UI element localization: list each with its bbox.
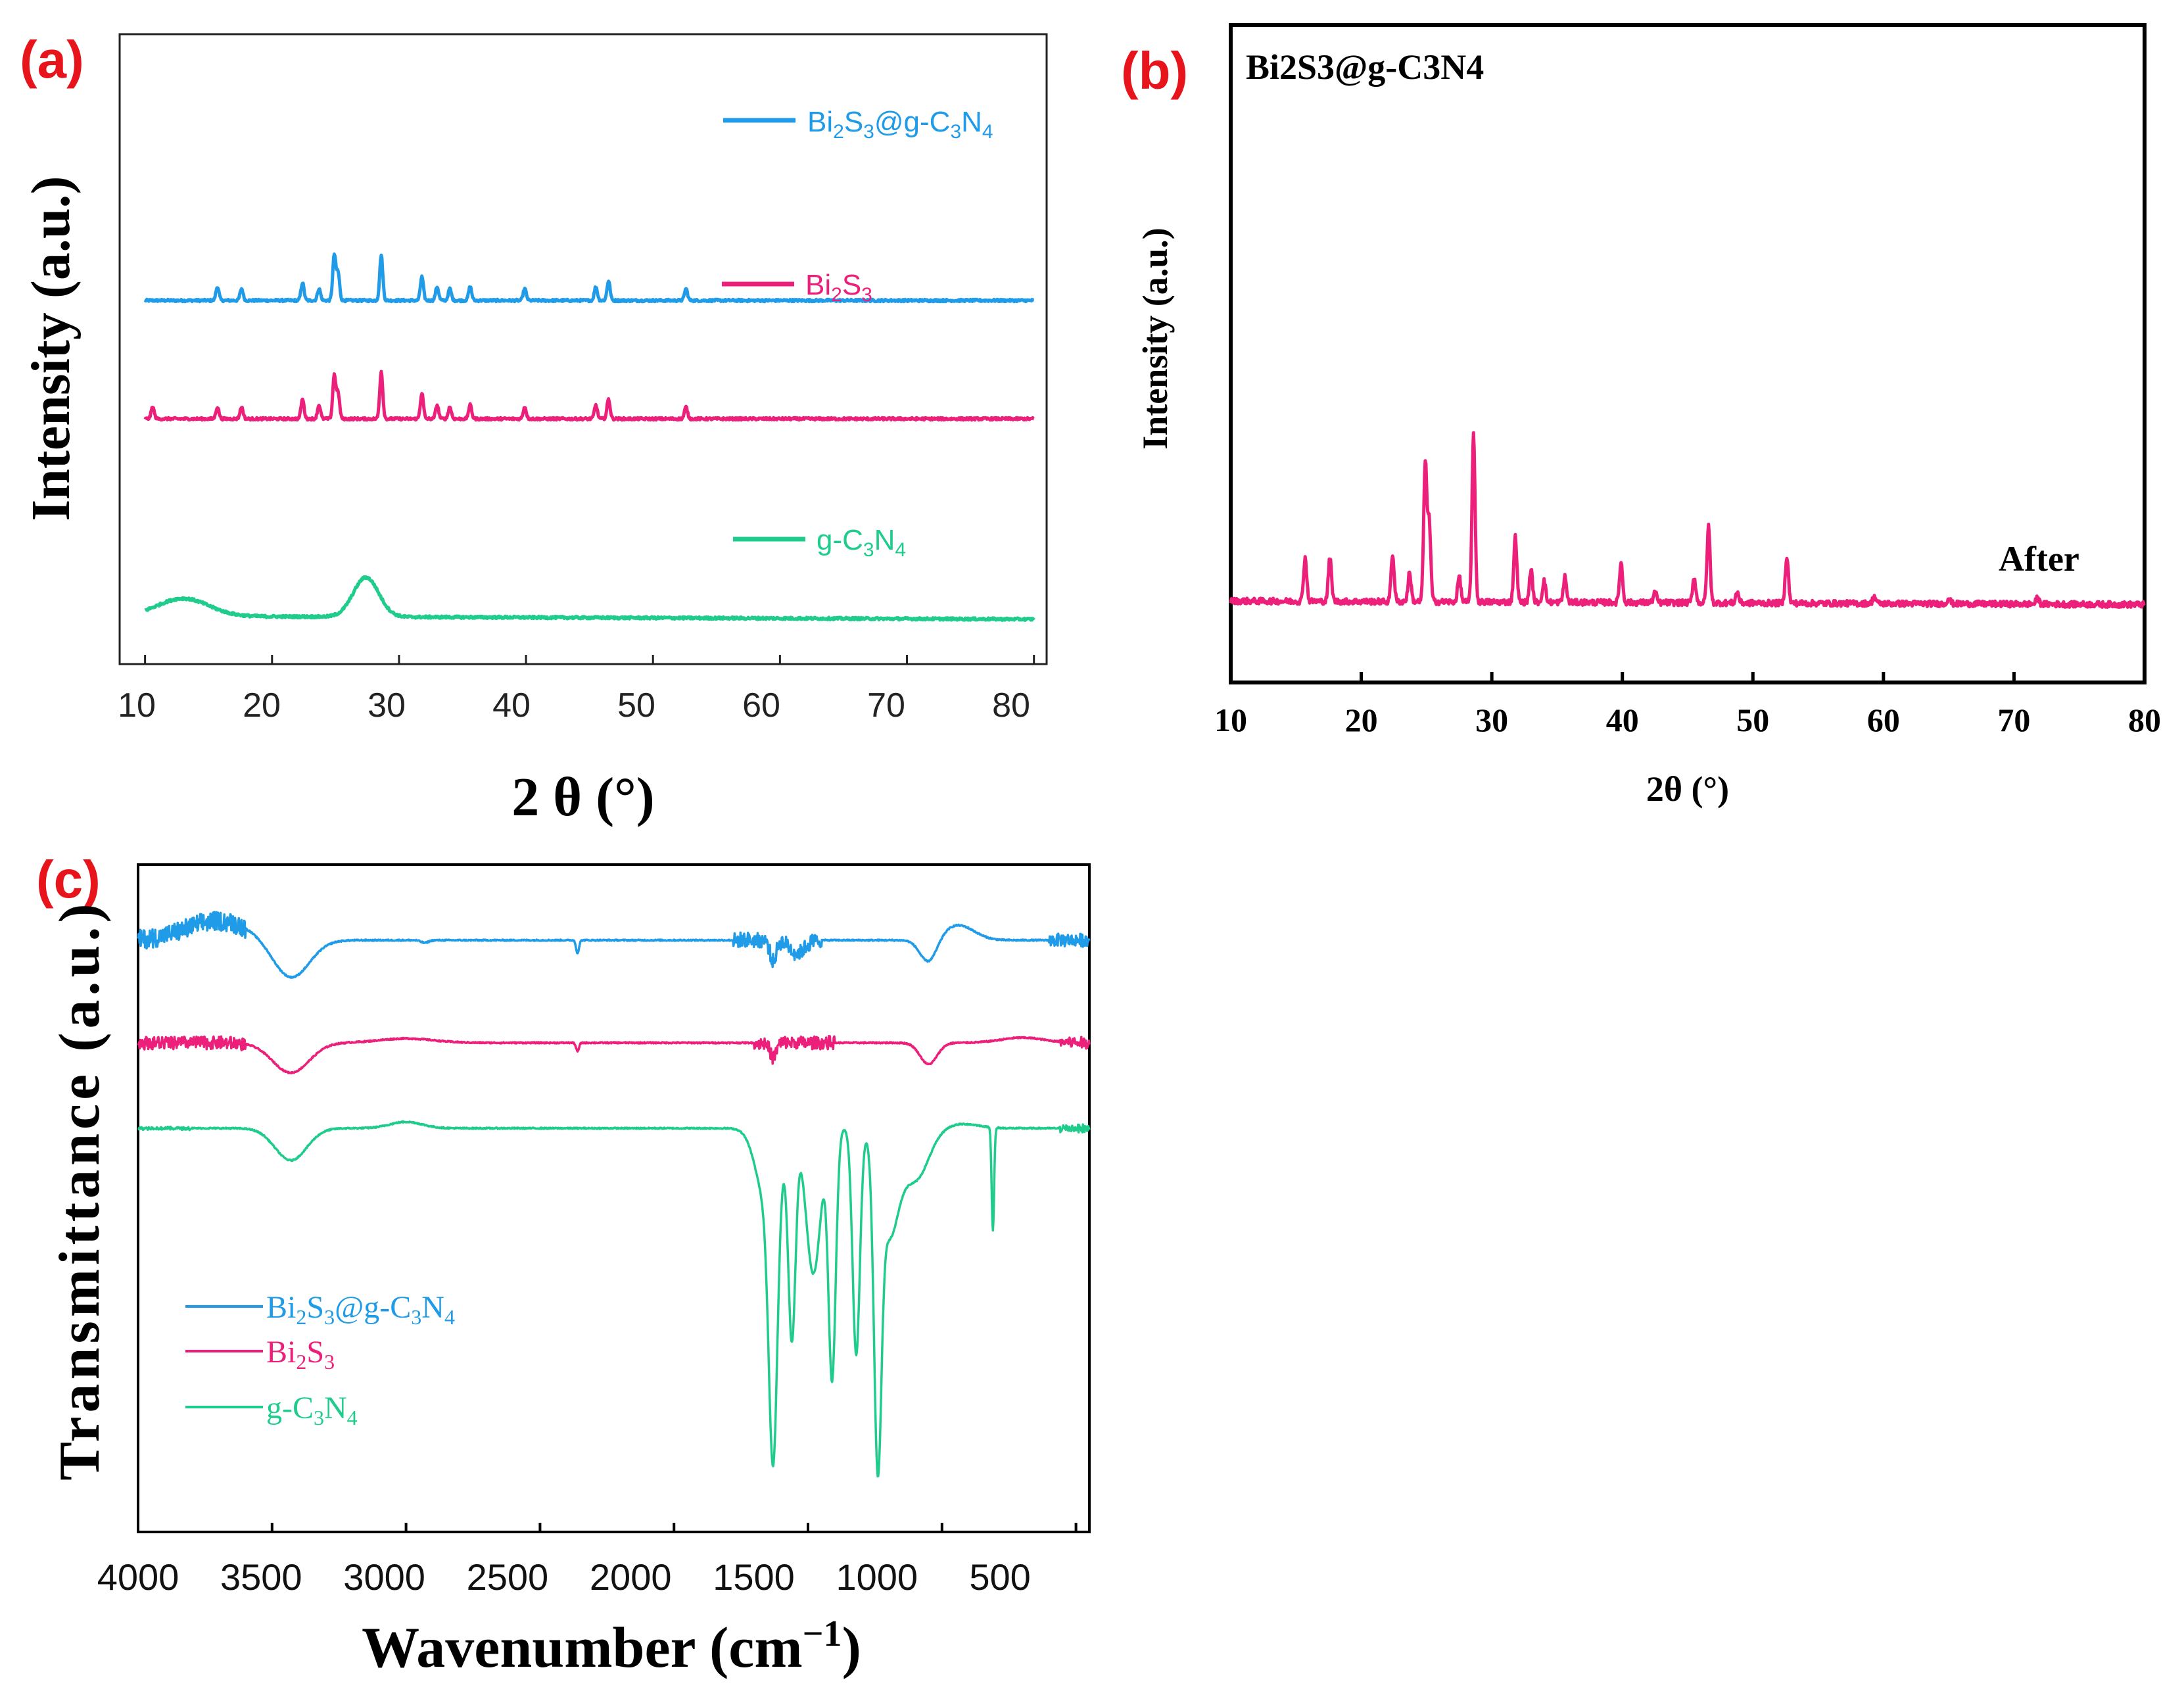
panel-c-x-axis-title-superscript: −1 xyxy=(803,1613,842,1654)
panel-a-tick-label-50: 50 xyxy=(617,686,655,725)
panel-c-tick-label-3000: 3000 xyxy=(343,1556,425,1598)
panel-c: (c) 4000 3500 3000 2500 2000 1500 1000 5… xyxy=(36,850,1091,1680)
panel-c-tick-label-1500: 1500 xyxy=(713,1556,795,1598)
panel-b-tick-label-80: 80 xyxy=(2128,702,2161,738)
panel-c-x-tick-labels: 4000 3500 3000 2500 2000 1500 1000 500 xyxy=(97,1556,1031,1598)
panel-a-tick-label-20: 20 xyxy=(243,686,281,725)
panel-a-x-axis-title-main: 2 θ ( xyxy=(511,767,614,828)
panel-a-curve-bi2s3 xyxy=(143,370,1035,422)
panel-b-tick-label-10: 10 xyxy=(1214,702,1247,738)
panel-c-tick-label-2500: 2500 xyxy=(467,1556,549,1598)
panel-a-legend-label-bi2s3: Bi2S3 xyxy=(805,269,872,306)
panel-c-x-axis-title-main: Wavenumber (cm xyxy=(362,1616,803,1680)
panel-b-x-tick-labels: 10 20 30 40 50 60 70 80 xyxy=(1214,702,2161,738)
panel-a-curve-bi2s3-gc3n4 xyxy=(143,252,1035,304)
panel-a-tick-label-70: 70 xyxy=(867,686,905,725)
panel-b-curve-after xyxy=(1229,431,2146,609)
panel-b-tick-label-30: 30 xyxy=(1475,702,1508,738)
panel-b-tick-label-20: 20 xyxy=(1345,702,1378,738)
panel-a-legend-label-bi2s3-gc3n4: Bi2S3@g-C3N4 xyxy=(807,106,993,143)
panel-c-curve-gc3n4 xyxy=(137,1120,1091,1478)
panel-c-curve-bi2s3 xyxy=(137,1035,1091,1074)
panel-c-legend-label-bi2s3: Bi2S3 xyxy=(266,1335,335,1374)
panel-c-legend-label-gc3n4: g-C3N4 xyxy=(266,1391,358,1429)
panel-b-y-axis-title: Intensity (a.u.) xyxy=(1135,227,1175,450)
panel-b-x-ticks xyxy=(1229,672,2147,682)
panel-c-tick-label-500: 500 xyxy=(969,1556,1030,1598)
panel-a-x-tick-labels: 10 20 30 40 50 60 70 80 xyxy=(118,686,1030,725)
panel-c-frame xyxy=(137,863,1091,1533)
panel-a-tick-label-60: 60 xyxy=(742,686,780,725)
panel-a-tick-label-80: 80 xyxy=(992,686,1030,725)
panel-b-tick-label-40: 40 xyxy=(1606,702,1639,738)
panel-c-curves xyxy=(137,911,1091,1478)
panel-a-x-ticks xyxy=(144,655,1035,664)
panel-b-frame xyxy=(1229,23,2147,684)
panel-a-x-axis-title: 2 θ (°) xyxy=(511,767,654,828)
panel-c-tick-label-4000: 4000 xyxy=(97,1556,179,1598)
panel-c-tick-label-2000: 2000 xyxy=(590,1556,672,1598)
panel-a-curve-gc3n4 xyxy=(144,575,1035,622)
panel-a-legend-label-gc3n4: g-C3N4 xyxy=(817,524,906,561)
panel-a-y-axis-title: Intensity (a.u.) xyxy=(20,176,82,521)
panel-b-x-axis-title: 2θ (°) xyxy=(1646,769,1729,809)
panel-c-label: (c) xyxy=(36,850,101,909)
panel-b-annotation-after: After xyxy=(1999,539,2079,579)
panel-a-label: (a) xyxy=(20,30,84,89)
panel-b-tick-label-50: 50 xyxy=(1736,702,1769,738)
panel-a-curves xyxy=(143,252,1035,622)
panel-b-title: Bi2S3@g-C3N4 xyxy=(1246,47,1484,87)
panel-a-legend-gc3n4: g-C3N4 xyxy=(733,524,906,561)
panel-a-legend-bi2s3: Bi2S3 xyxy=(722,269,872,306)
panel-b-label: (b) xyxy=(1121,41,1188,100)
panel-a-tick-label-30: 30 xyxy=(368,686,406,725)
panel-b-tick-label-60: 60 xyxy=(1867,702,1900,738)
panel-c-x-axis-title-end: ) xyxy=(842,1616,861,1680)
panel-a-tick-label-10: 10 xyxy=(118,686,156,725)
panel-b: (b) Bi2S3@g-C3N4 After 10 20 30 40 50 60… xyxy=(1121,23,2161,809)
panel-c-tick-label-3500: 3500 xyxy=(220,1556,302,1598)
panel-c-curve-bi2s3-gc3n4 xyxy=(137,911,1091,979)
panel-c-legend: Bi2S3@g-C3N4 Bi2S3 g-C3N4 xyxy=(185,1290,455,1429)
panel-c-x-axis-title: Wavenumber (cm−1) xyxy=(362,1613,861,1680)
panel-a-x-axis-title-end: ) xyxy=(636,767,655,828)
panel-a-legend-bi2s3-gc3n4: Bi2S3@g-C3N4 xyxy=(723,106,993,143)
panel-a-frame xyxy=(118,33,1048,665)
panel-a-tick-label-40: 40 xyxy=(492,686,531,725)
panel-a: (a) 10 20 30 40 50 60 70 80 2 θ (°) Inte… xyxy=(20,30,1048,828)
panel-c-y-axis-title: Transmittance (a.u.) xyxy=(48,899,112,1480)
panel-c-x-ticks xyxy=(137,1523,1078,1532)
panel-c-legend-label-bi2s3-gc3n4: Bi2S3@g-C3N4 xyxy=(266,1290,455,1329)
panel-a-x-axis-title-degree: ° xyxy=(614,767,636,828)
panel-c-tick-label-1000: 1000 xyxy=(836,1556,918,1598)
panel-b-tick-label-70: 70 xyxy=(1997,702,2030,738)
